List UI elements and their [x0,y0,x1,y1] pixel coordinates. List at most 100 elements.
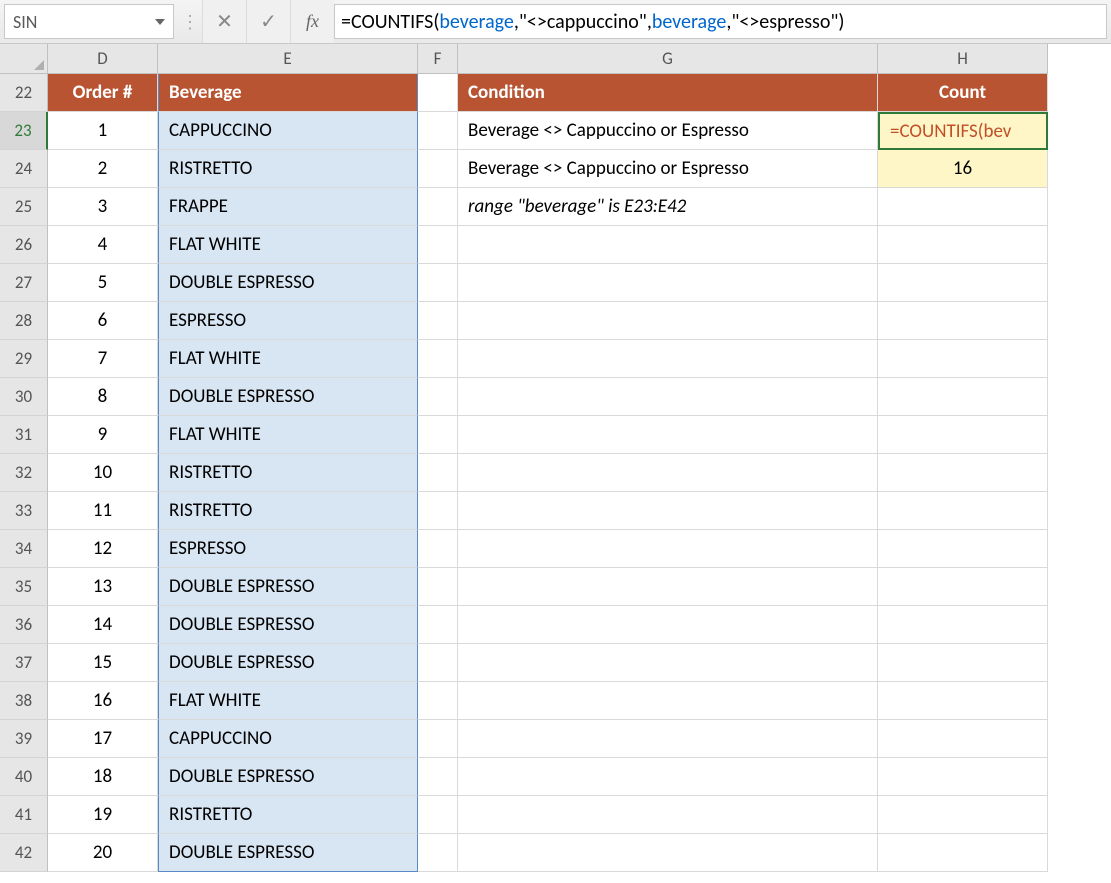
column-header-H[interactable]: H [878,44,1048,74]
order-cell[interactable]: 5 [48,264,158,302]
cell-empty[interactable] [458,416,878,454]
order-cell[interactable]: 20 [48,834,158,872]
beverage-cell[interactable]: DOUBLE ESPRESSO [158,264,418,302]
cell-empty[interactable] [878,606,1048,644]
column-header-E[interactable]: E [158,44,418,74]
cell-empty[interactable] [458,302,878,340]
active-formula-cell[interactable]: =COUNTIFS(bev [878,112,1048,150]
table-header-count[interactable]: Count [878,74,1048,112]
cell-empty[interactable] [458,606,878,644]
row-header-42[interactable]: 42 [0,834,48,872]
cell-empty[interactable] [418,644,458,682]
beverage-cell[interactable]: RISTRETTO [158,454,418,492]
cell-empty[interactable] [458,492,878,530]
beverage-cell[interactable]: CAPPUCCINO [158,720,418,758]
row-header-36[interactable]: 36 [0,606,48,644]
order-cell[interactable]: 15 [48,644,158,682]
row-header-35[interactable]: 35 [0,568,48,606]
cell-empty[interactable] [458,796,878,834]
cell-empty[interactable] [878,340,1048,378]
select-all-corner[interactable] [0,44,48,74]
order-cell[interactable]: 17 [48,720,158,758]
cell-empty[interactable] [418,188,458,226]
row-header-32[interactable]: 32 [0,454,48,492]
note-cell[interactable]: range "beverage" is E23:E42 [458,188,878,226]
cell-empty[interactable] [878,568,1048,606]
row-header-25[interactable]: 25 [0,188,48,226]
cell-empty[interactable] [458,530,878,568]
beverage-cell[interactable]: FLAT WHITE [158,340,418,378]
order-cell[interactable]: 18 [48,758,158,796]
cell-empty[interactable] [458,644,878,682]
row-header-27[interactable]: 27 [0,264,48,302]
cell-empty[interactable] [878,644,1048,682]
order-cell[interactable]: 19 [48,796,158,834]
row-header-37[interactable]: 37 [0,644,48,682]
enter-button[interactable]: ✓ [246,0,290,43]
table-header-beverage[interactable]: Beverage [158,74,418,112]
cell-empty[interactable] [878,264,1048,302]
order-cell[interactable]: 13 [48,568,158,606]
formula-input[interactable]: =COUNTIFS(beverage,"<>cappuccino",bevera… [334,4,1107,39]
condition-cell[interactable]: Beverage <> Cappuccino or Espresso [458,112,878,150]
row-header-38[interactable]: 38 [0,682,48,720]
order-cell[interactable]: 6 [48,302,158,340]
cell-empty[interactable] [418,302,458,340]
row-header-40[interactable]: 40 [0,758,48,796]
order-cell[interactable]: 9 [48,416,158,454]
beverage-cell[interactable]: RISTRETTO [158,492,418,530]
cell-empty[interactable] [458,226,878,264]
cell-empty[interactable] [878,834,1048,872]
cell-empty[interactable] [458,340,878,378]
cell-empty[interactable] [418,606,458,644]
beverage-cell[interactable]: FLAT WHITE [158,226,418,264]
beverage-cell[interactable]: ESPRESSO [158,302,418,340]
cell-empty[interactable] [458,264,878,302]
beverage-cell[interactable]: RISTRETTO [158,150,418,188]
cell-empty[interactable] [418,720,458,758]
table-header-order[interactable]: Order # [48,74,158,112]
beverage-cell[interactable]: RISTRETTO [158,796,418,834]
name-box[interactable]: SIN [4,4,174,39]
order-cell[interactable]: 2 [48,150,158,188]
table-header-condition[interactable]: Condition [458,74,878,112]
cell-empty[interactable] [458,720,878,758]
cell-empty[interactable] [878,302,1048,340]
cell-empty[interactable] [418,454,458,492]
cell-empty[interactable] [418,758,458,796]
row-header-28[interactable]: 28 [0,302,48,340]
beverage-cell[interactable]: DOUBLE ESPRESSO [158,644,418,682]
order-cell[interactable]: 3 [48,188,158,226]
cell-empty[interactable] [418,530,458,568]
beverage-cell[interactable]: DOUBLE ESPRESSO [158,568,418,606]
cell-empty[interactable] [418,568,458,606]
cell-empty[interactable] [418,378,458,416]
order-cell[interactable]: 1 [48,112,158,150]
beverage-cell[interactable]: FLAT WHITE [158,682,418,720]
count-result-cell[interactable]: 16 [878,150,1048,188]
cell-empty[interactable] [878,758,1048,796]
row-header-23[interactable]: 23 [0,112,48,150]
row-header-26[interactable]: 26 [0,226,48,264]
cell-empty[interactable] [458,834,878,872]
beverage-cell[interactable]: FLAT WHITE [158,416,418,454]
order-cell[interactable]: 11 [48,492,158,530]
cell-empty[interactable] [418,150,458,188]
row-header-29[interactable]: 29 [0,340,48,378]
cell-empty[interactable] [878,416,1048,454]
order-cell[interactable]: 14 [48,606,158,644]
cell-empty[interactable] [418,340,458,378]
row-header-24[interactable]: 24 [0,150,48,188]
cell-empty[interactable] [878,492,1048,530]
chevron-down-icon[interactable] [155,19,165,25]
beverage-cell[interactable]: FRAPPE [158,188,418,226]
cell-empty[interactable] [878,226,1048,264]
cell-empty[interactable] [878,378,1048,416]
order-cell[interactable]: 4 [48,226,158,264]
cell-empty[interactable] [458,758,878,796]
cell-empty[interactable] [458,378,878,416]
column-header-F[interactable]: F [418,44,458,74]
cell-empty[interactable] [878,682,1048,720]
cell-empty[interactable] [878,530,1048,568]
column-header-D[interactable]: D [48,44,158,74]
